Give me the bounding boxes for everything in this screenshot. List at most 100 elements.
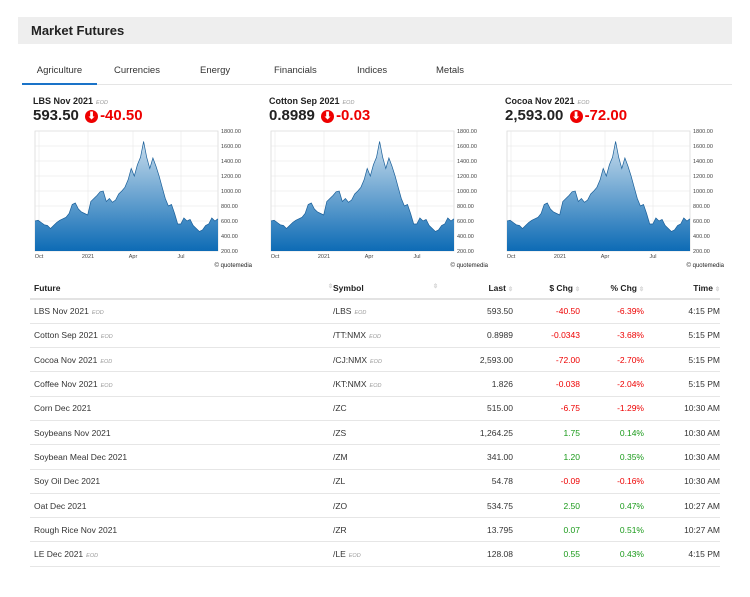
- future-name[interactable]: Soy Oil Dec 2021: [30, 469, 333, 494]
- chart-credit: © quotemedia: [687, 262, 725, 269]
- time: 10:30 AM: [644, 420, 720, 446]
- eod-badge: EOD: [100, 334, 113, 341]
- time: 5:15 PM: [644, 347, 720, 373]
- dollar-change: 0.55: [513, 541, 580, 567]
- y-tick-label: 400.00: [693, 234, 710, 240]
- futures-chart-card[interactable]: Cotton Sep 2021 EOD 0.8989 ⬇ -0.03 1800.00 1…: [269, 96, 494, 274]
- y-tick-label: 1400.00: [457, 159, 477, 165]
- price-line: [506, 141, 691, 232]
- tab-financials[interactable]: Financials: [274, 65, 317, 76]
- tab-agriculture[interactable]: Agriculture: [22, 65, 97, 85]
- tab-bar: Agriculture Currencies Energy Financials…: [22, 60, 732, 85]
- future-name[interactable]: LE Dec 2021 EOD: [30, 541, 333, 567]
- symbol: /ZR: [333, 517, 438, 543]
- time: 4:15 PM: [644, 299, 720, 324]
- y-tick-label: 200.00: [457, 249, 474, 255]
- table-header-row: Future ⇳ Symbol ⇳ Last ⇳ $ Chg ⇳ % Chg ⇳ Time…: [30, 277, 720, 300]
- col-symbol[interactable]: Symbol ⇳: [333, 277, 438, 300]
- table-row[interactable]: Coffee Nov 2021 EOD /KT:NMX EOD 1.826 -0.0…: [30, 371, 720, 397]
- last-price: 593.50: [33, 107, 79, 124]
- future-name[interactable]: Cocoa Nov 2021 EOD: [30, 347, 333, 373]
- symbol: /ZS: [333, 420, 438, 446]
- down-arrow-circle-icon: ⬇: [321, 110, 335, 123]
- future-name[interactable]: Rough Rice Nov 2021: [30, 517, 333, 543]
- last: 54.78: [438, 469, 513, 494]
- dollar-change: -0.0343: [513, 323, 580, 349]
- future-name[interactable]: Coffee Nov 2021 EOD: [30, 371, 333, 397]
- table-row[interactable]: LBS Nov 2021 EOD /LBS EOD 593.50 -40.50 -6…: [30, 299, 720, 324]
- x-tick-label: Oct: [271, 254, 280, 260]
- dollar-change: 0.07: [513, 517, 580, 543]
- eod-badge: EOD: [348, 553, 361, 560]
- percent-change: -3.68%: [580, 323, 644, 349]
- tab-metals[interactable]: Metals: [436, 65, 464, 76]
- y-tick-label: 1400.00: [693, 159, 713, 165]
- x-tick-label: 2021: [318, 254, 330, 260]
- symbol: /ZO: [333, 493, 438, 519]
- table-row[interactable]: Soybeans Nov 2021 /ZS 1,264.25 1.75 0.14…: [30, 420, 720, 446]
- col-last[interactable]: Last ⇳: [438, 277, 513, 300]
- table-row[interactable]: Soybean Meal Dec 2021 /ZM 341.00 1.20 0.…: [30, 444, 720, 470]
- time: 5:15 PM: [644, 371, 720, 397]
- futures-chart-card[interactable]: Cocoa Nov 2021 EOD 2,593.00 ⬇ -72.00 1800.0…: [505, 96, 730, 274]
- tab-energy[interactable]: Energy: [200, 65, 231, 76]
- card-price: 593.50 ⬇ -40.50: [33, 107, 143, 124]
- dollar-change: -0.09: [513, 469, 580, 494]
- eod-badge: EOD: [100, 383, 113, 390]
- col-pct-chg[interactable]: % Chg ⇳: [580, 277, 644, 300]
- x-tick-label: Apr: [601, 254, 610, 260]
- col-dollar-chg[interactable]: $ Chg ⇳: [513, 277, 580, 300]
- table-row[interactable]: Oat Dec 2021 /ZO 534.75 2.50 0.47% 10:27…: [30, 493, 720, 519]
- y-tick-label: 1600.00: [221, 144, 241, 150]
- future-name[interactable]: LBS Nov 2021 EOD: [30, 299, 333, 324]
- table-row[interactable]: LE Dec 2021 EOD /LE EOD 128.08 0.55 0.43% …: [30, 541, 720, 567]
- futures-chart-card[interactable]: LBS Nov 2021 EOD 593.50 ⬇ -40.50 1800.00 160…: [33, 96, 258, 274]
- last: 13.795: [438, 517, 513, 543]
- time: 10:27 AM: [644, 517, 720, 543]
- table-row[interactable]: Rough Rice Nov 2021 /ZR 13.795 0.07 0.51…: [30, 517, 720, 543]
- future-name[interactable]: Cotton Sep 2021 EOD: [30, 323, 333, 349]
- symbol: /ZC: [333, 396, 438, 421]
- table-row[interactable]: Corn Dec 2021 /ZC 515.00 -6.75 -1.29% 10…: [30, 396, 720, 421]
- col-future[interactable]: Future ⇳: [30, 277, 333, 300]
- symbol: /KT:NMX EOD: [333, 371, 438, 397]
- future-name[interactable]: Soybean Meal Dec 2021: [30, 444, 333, 470]
- eod-badge: EOD: [369, 383, 382, 390]
- last-price: 0.8989: [269, 107, 315, 124]
- symbol: /LE EOD: [333, 541, 438, 567]
- y-tick-label: 1800.00: [693, 129, 713, 135]
- percent-change: 0.35%: [580, 444, 644, 470]
- y-tick-label: 200.00: [693, 249, 710, 255]
- dollar-change: -72.00: [513, 347, 580, 373]
- time: 10:27 AM: [644, 493, 720, 519]
- table-row[interactable]: Cocoa Nov 2021 EOD /CJ:NMX EOD 2,593.00 -7…: [30, 347, 720, 373]
- card-title: Cotton Sep 2021 EOD: [269, 96, 355, 106]
- table-row[interactable]: Soy Oil Dec 2021 /ZL 54.78 -0.09 -0.16% …: [30, 469, 720, 494]
- y-tick-label: 1800.00: [457, 129, 477, 135]
- x-tick-label: 2021: [82, 254, 94, 260]
- tab-currencies[interactable]: Currencies: [114, 65, 160, 76]
- table-row[interactable]: Cotton Sep 2021 EOD /TT:NMX EOD 0.8989 -0.…: [30, 323, 720, 349]
- y-tick-label: 1800.00: [221, 129, 241, 135]
- tab-indices[interactable]: Indices: [357, 65, 388, 76]
- y-tick-label: 1000.00: [457, 189, 477, 195]
- future-name[interactable]: Soybeans Nov 2021: [30, 420, 333, 446]
- price-change: -72.00: [584, 107, 628, 124]
- dollar-change: 1.75: [513, 420, 580, 446]
- y-tick-label: 1000.00: [693, 189, 713, 195]
- last: 593.50: [438, 299, 513, 324]
- symbol: /ZM: [333, 444, 438, 470]
- x-tick-label: 2021: [554, 254, 566, 260]
- col-time[interactable]: Time ⇳: [644, 277, 720, 300]
- percent-change: -2.70%: [580, 347, 644, 373]
- chart-credit: © quotemedia: [215, 262, 253, 269]
- future-name[interactable]: Corn Dec 2021: [30, 396, 333, 421]
- x-tick-label: Apr: [365, 254, 374, 260]
- dollar-change: 2.50: [513, 493, 580, 519]
- future-name[interactable]: Oat Dec 2021: [30, 493, 333, 519]
- percent-change: 0.43%: [580, 541, 644, 567]
- eod-badge: EOD: [342, 100, 355, 106]
- percent-change: 0.47%: [580, 493, 644, 519]
- chart-credit: © quotemedia: [451, 262, 489, 269]
- y-tick-label: 400.00: [221, 234, 238, 240]
